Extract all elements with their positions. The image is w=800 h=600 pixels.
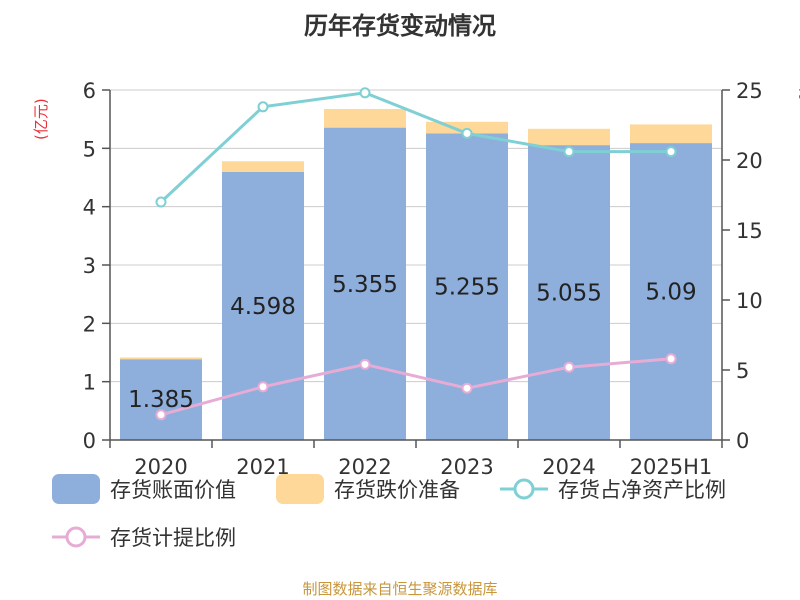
legend-impairment-swatch [276,474,324,504]
data-label-book-value: 5.355 [332,272,398,298]
x-tick-label: 2025H1 [630,455,713,479]
legend-provision-ratio-icon [52,526,100,548]
legend-book-value-swatch [52,474,100,504]
data-label-book-value: 5.09 [645,280,696,306]
bar-impairment [528,128,610,146]
y-left-axis-label: (亿元) [32,98,50,140]
legend-net-asset-ratio[interactable]: 存货占净资产比例 [500,474,726,504]
bar-impairment [630,124,712,144]
line-provision-ratio [160,357,672,417]
point-provision-ratio [461,382,473,394]
y-left-tick-label: 4 [83,196,96,220]
legend-net-asset-ratio-label: 存货占净资产比例 [558,478,726,502]
point-net-asset-ratio [563,146,575,158]
y-left-tick-label: 5 [83,137,96,161]
data-label-book-value: 5.255 [434,275,500,301]
y-left-tick-label: 0 [83,429,96,453]
data-label-book-value: 5.055 [536,281,602,307]
x-tick-label: 2024 [542,455,595,479]
y-right-tick-label: 25 [736,79,763,103]
bar-impairment [426,121,508,134]
point-net-asset-ratio [665,146,677,158]
point-net-asset-ratio [359,87,371,99]
y-right-tick-label: 20 [736,149,763,173]
bars [120,108,712,441]
x-tick-label: 2020 [134,455,187,479]
point-net-asset-ratio [461,127,473,139]
data-labels: 1.385 4.598 5.355 5.255 5.055 5.09 [128,272,697,413]
bar-impairment [324,108,406,128]
legend-provision-ratio[interactable]: 存货计提比例 [52,522,236,552]
line-net-asset-ratio [159,91,671,204]
point-provision-ratio [155,409,167,421]
point-net-asset-ratio [155,196,167,208]
y-left-tick-label: 6 [83,79,96,103]
source-note: 制图数据来自恒生聚源数据库 [302,580,498,598]
x-tick-label: 2022 [338,455,391,479]
y-left-tick-label: 3 [83,254,96,278]
bar-book-value [120,359,202,440]
bar-impairment [120,357,202,360]
legend-provision-ratio-label: 存货计提比例 [110,526,236,550]
legend-book-value[interactable]: 存货账面价值 [52,474,236,504]
y-right-tick-label: 0 [736,429,749,453]
bar-impairment [222,161,304,172]
point-provision-ratio [563,361,575,373]
bar-book-value [528,145,610,440]
chart-title: 历年存货变动情况 [304,12,496,40]
y-right-tick-label: 5 [736,359,749,383]
point-provision-ratio [665,353,677,365]
data-label-book-value: 4.598 [230,294,296,320]
x-tick-label: 2023 [440,455,493,479]
legend-book-value-label: 存货账面价值 [110,478,236,502]
legend-net-asset-ratio-icon [500,478,548,500]
y-right-axis-label: % [795,86,800,100]
lines [155,87,677,421]
point-provision-ratio [359,358,371,370]
data-label-book-value: 1.385 [128,387,194,413]
y-left-tick-label: 2 [83,312,96,336]
legend-impairment[interactable]: 存货跌价准备 [276,474,460,504]
legend-impairment-label: 存货跌价准备 [334,478,460,502]
gridlines [110,89,722,383]
bar-book-value [324,127,406,440]
point-net-asset-ratio [257,101,269,113]
y-left-tick-label: 1 [83,371,96,395]
bar-book-value [630,143,712,441]
y-right-tick-label: 15 [736,219,763,243]
point-provision-ratio [257,381,269,393]
y-right-tick-label: 10 [736,289,763,313]
